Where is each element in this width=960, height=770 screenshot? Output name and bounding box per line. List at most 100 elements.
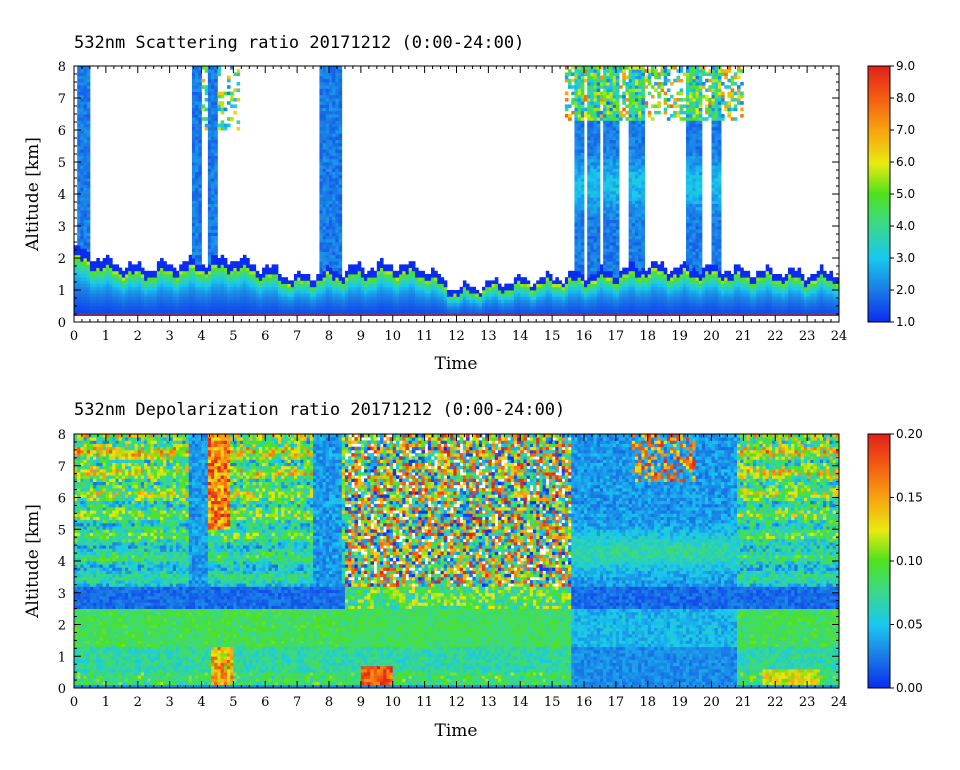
heatmap-cell <box>609 226 614 230</box>
heatmap-cell <box>185 302 190 307</box>
heatmap-cell <box>574 213 579 217</box>
heatmap-cell <box>631 210 636 214</box>
heatmap-cell <box>99 309 104 313</box>
heatmap-cell <box>74 245 78 249</box>
heatmap-cell <box>635 174 639 179</box>
heatmap-cell <box>615 206 620 211</box>
heatmap-cell <box>319 120 324 124</box>
heatmap-cell <box>615 168 620 172</box>
heatmap-cell <box>335 251 339 256</box>
heatmap-cell <box>628 72 633 76</box>
heatmap-cell <box>510 309 515 313</box>
heatmap-cell <box>450 309 454 313</box>
heatmap-cell <box>628 69 633 73</box>
heatmap-cell <box>332 72 336 76</box>
heatmap-cell <box>207 254 212 259</box>
heatmap-cell <box>338 283 343 288</box>
heatmap-cell <box>631 248 636 252</box>
heatmap-cell <box>606 267 610 272</box>
heatmap-cell <box>590 136 594 140</box>
heatmap-cell <box>596 66 601 70</box>
heatmap-cell <box>558 283 563 288</box>
heatmap-cell <box>191 178 196 182</box>
heatmap-cell <box>635 235 639 240</box>
heatmap-cell <box>421 302 426 307</box>
heatmap-cell <box>319 110 324 115</box>
heatmap-cell <box>628 229 633 233</box>
heatmap-cell <box>217 302 222 307</box>
heatmap-cell <box>214 98 218 102</box>
heatmap-cell <box>628 226 633 230</box>
heatmap-cell <box>536 280 540 284</box>
heatmap-cell <box>402 309 406 313</box>
heatmap-cell <box>319 107 324 112</box>
heatmap-cell <box>230 264 234 268</box>
heatmap-cell <box>93 264 97 268</box>
heatmap-cell <box>482 318 486 323</box>
heatmap-cell <box>577 267 582 272</box>
heatmap-cell <box>539 296 543 300</box>
heatmap-cell <box>587 296 591 300</box>
heatmap-cell <box>147 315 151 320</box>
heatmap-cell <box>195 88 199 92</box>
heatmap-cell <box>338 219 343 224</box>
heatmap-cell <box>615 82 620 86</box>
heatmap-cell <box>297 290 301 294</box>
heatmap-cell <box>552 299 556 304</box>
heatmap-cell <box>427 277 432 281</box>
heatmap-cell <box>609 290 614 294</box>
heatmap-cell <box>191 146 196 150</box>
heatmap-cell <box>233 110 237 115</box>
heatmap-cell <box>590 149 594 153</box>
heatmap-cell <box>628 286 633 291</box>
heatmap-cell <box>520 296 524 300</box>
heatmap-cell <box>389 315 394 320</box>
heatmap-cell <box>593 296 598 300</box>
heatmap-cell <box>274 309 279 313</box>
heatmap-cell <box>418 309 422 313</box>
heatmap-cell <box>577 280 582 284</box>
heatmap-cell <box>74 286 78 291</box>
heatmap-cell <box>628 248 633 252</box>
heatmap-cell <box>558 293 563 297</box>
heatmap-cell <box>427 290 432 294</box>
heatmap-cell <box>265 270 269 275</box>
heatmap-cell <box>593 78 598 83</box>
heatmap-cell <box>329 251 333 256</box>
heatmap-cell <box>609 267 614 272</box>
heatmap-cell <box>517 318 521 323</box>
heatmap-cell <box>99 299 104 304</box>
heatmap-cell <box>284 299 288 304</box>
heatmap-cell <box>306 293 311 297</box>
heatmap-cell <box>115 296 120 300</box>
heatmap-cell <box>606 251 610 256</box>
heatmap-cell <box>609 85 614 89</box>
heatmap-cell <box>322 187 327 192</box>
heatmap-cell <box>86 98 91 102</box>
heatmap-cell <box>163 318 167 323</box>
heatmap-cell <box>325 142 330 147</box>
heatmap-cell <box>405 274 410 278</box>
heatmap-cell <box>191 248 196 252</box>
heatmap-cell <box>265 299 269 304</box>
heatmap-cell <box>83 110 88 115</box>
heatmap-cell <box>462 302 467 307</box>
heatmap-cell <box>195 114 199 118</box>
heatmap-cell <box>99 318 104 323</box>
heatmap-cell <box>86 136 91 140</box>
heatmap-cell <box>329 72 333 76</box>
heatmap-cell <box>325 200 330 204</box>
heatmap-cell <box>249 318 253 323</box>
heatmap-cell <box>590 235 594 240</box>
heatmap-cell <box>83 293 88 297</box>
heatmap-cell <box>536 315 540 320</box>
heatmap-cell <box>593 197 598 201</box>
heatmap-cell <box>625 104 630 108</box>
heatmap-cell <box>236 82 241 86</box>
heatmap-cell <box>220 302 225 307</box>
heatmap-cell <box>507 290 512 294</box>
heatmap-cell <box>195 274 199 278</box>
heatmap-cell <box>160 267 164 272</box>
heatmap-cell <box>590 232 594 236</box>
heatmap-cell <box>96 274 100 278</box>
